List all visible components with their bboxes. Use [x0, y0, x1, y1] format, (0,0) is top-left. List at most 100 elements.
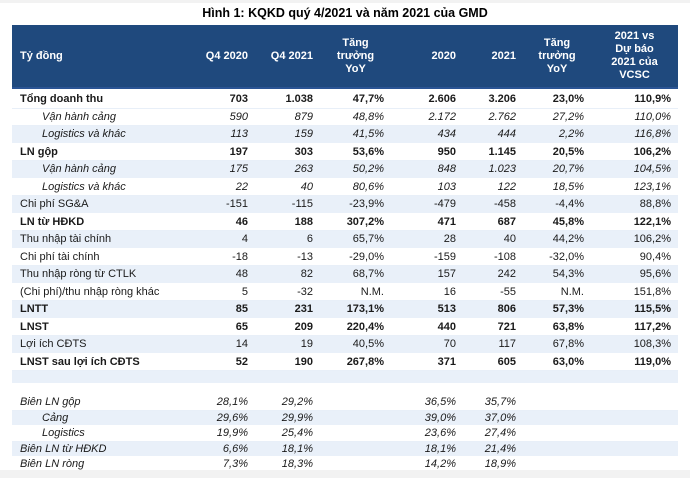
cell: 110,9%	[634, 93, 671, 106]
cell: 157	[437, 268, 456, 281]
cell: 1.023	[488, 163, 516, 176]
cell: 35,7%	[484, 396, 516, 409]
cell: 21,4%	[484, 442, 516, 455]
cell: -108	[493, 250, 516, 263]
cell: -115	[291, 198, 313, 211]
column-header: 2020	[431, 49, 456, 62]
row-label: Logistics	[42, 427, 85, 440]
cell: 950	[437, 145, 456, 158]
table-row: (Chi phí)/thu nhập ròng khác 5 -32 N.M. 16 -5…	[12, 284, 678, 301]
cell: 18,3%	[281, 458, 313, 471]
cell: 68,7%	[352, 268, 384, 281]
cell: 106,2%	[633, 233, 671, 246]
table-row: Thu nhập tài chính 4 6 65,7% 28 40 44,2% 106,2%	[12, 231, 678, 249]
cell: 40	[503, 233, 516, 246]
cell: 190	[294, 355, 313, 368]
cell: 2.762	[488, 110, 516, 123]
cell: 44,2%	[552, 233, 584, 246]
page-bottom-strip	[0, 470, 690, 478]
row-label: LNST	[20, 320, 49, 333]
cell: 28	[443, 233, 456, 246]
table-row: Lợi ích CĐTS 14 19 40,5% 70 117 67,8% 108,3%	[12, 336, 678, 354]
cell: 39,0%	[424, 411, 456, 424]
table-row: Biên LN gộp 28,1% 29,2% 36,5% 35,7%	[12, 395, 678, 411]
cell: 687	[497, 215, 516, 228]
cell: 6,6%	[222, 442, 248, 455]
table-row: Biên LN từ HĐKD 6,6% 18,1% 18,1% 21,4%	[12, 441, 678, 457]
row-label: LN từ HĐKD	[20, 215, 85, 228]
table-row: LNST sau lợi ích CĐTS 52 190 267,8% 371 605 63…	[12, 354, 678, 371]
cell: 45,8%	[552, 215, 584, 228]
cell: 57,3%	[552, 303, 584, 316]
cell: 18,1%	[281, 442, 313, 455]
row-label: Thu nhập tài chính	[20, 233, 112, 246]
cell: -159	[433, 250, 456, 263]
cell: 53,6%	[352, 145, 384, 158]
cell: 108,3%	[633, 338, 671, 351]
cell: 5	[241, 285, 248, 298]
cell: 113	[230, 128, 248, 141]
cell: 173,1%	[346, 303, 384, 316]
cell: 123,1%	[633, 180, 671, 193]
cell: 18,5%	[552, 180, 584, 193]
column-header: Q4 2020	[205, 49, 248, 62]
row-label: Biên LN gộp	[20, 396, 81, 409]
cell: 231	[294, 303, 313, 316]
cell: 2.172	[428, 110, 456, 123]
row-label: Biên LN ròng	[20, 458, 85, 471]
cell: 1.038	[285, 93, 313, 106]
table-row	[12, 371, 678, 383]
cell: 303	[294, 145, 313, 158]
cell: 879	[294, 110, 313, 123]
row-label: Chi phí tài chính	[20, 250, 100, 263]
cell: 27,4%	[484, 427, 516, 440]
column-header: Q4 2021	[270, 49, 313, 62]
cell: 605	[497, 355, 516, 368]
cell: 104,5%	[633, 163, 671, 176]
cell: 20,5%	[552, 145, 584, 158]
row-label: LN gộp	[20, 145, 58, 158]
cell: -23,9%	[349, 198, 384, 211]
cell: 80,6%	[352, 180, 384, 193]
column-header: Tăng trưởng YoY	[336, 36, 375, 75]
row-label: Vận hành cảng	[42, 163, 117, 176]
cell: 48	[235, 268, 248, 281]
cell: 307,2%	[346, 215, 384, 228]
cell: 471	[437, 215, 456, 228]
table-row: Thu nhập ròng từ CTLK 48 82 68,7% 157 242 54,3…	[12, 266, 678, 284]
cell: 63,0%	[552, 355, 584, 368]
cell: 513	[437, 303, 456, 316]
cell: 721	[497, 320, 516, 333]
cell: 116,8%	[634, 128, 672, 141]
cell: 82	[300, 268, 313, 281]
cell: 52	[235, 355, 248, 368]
cell: 88,8%	[639, 198, 671, 211]
cell: 122	[497, 180, 516, 193]
cell: 20,7%	[552, 163, 584, 176]
cell: 46	[235, 215, 248, 228]
table-row: LN từ HĐKD 46 188 307,2% 471 687 45,8% 122,1%	[12, 214, 678, 231]
cell: 54,3%	[552, 268, 584, 281]
cell: 50,2%	[352, 163, 384, 176]
table-row: LNTT 85 231 173,1% 513 806 57,3% 115,5%	[12, 301, 678, 319]
cell: 27,2%	[552, 110, 584, 123]
cell: -32	[297, 285, 313, 298]
cell: 29,6%	[216, 411, 248, 424]
cell: 19,9%	[216, 427, 248, 440]
table-row: Tổng doanh thu 703 1.038 47,7% 2.606 3.206 23,…	[12, 91, 678, 109]
cell: 14,2%	[424, 458, 456, 471]
table-row: Vận hành cảng 175 263 50,2% 848 1.023 20,7% 104…	[12, 161, 678, 179]
cell: 122,1%	[633, 215, 671, 228]
cell: 2.606	[428, 93, 456, 106]
cell: 29,2%	[281, 396, 313, 409]
cell: 63,8%	[552, 320, 584, 333]
table-row: Chi phí SG&A -151 -115 -23,9% -479 -458 -4,4% 8…	[12, 196, 678, 214]
table-row	[12, 383, 678, 395]
cell: 7,3%	[222, 458, 248, 471]
cell: 103	[437, 180, 456, 193]
cell: 48,8%	[352, 110, 384, 123]
cell: 590	[229, 110, 248, 123]
cell: -55	[500, 285, 516, 298]
row-label: Logistics và khác	[42, 128, 126, 141]
cell: -151	[225, 198, 248, 211]
